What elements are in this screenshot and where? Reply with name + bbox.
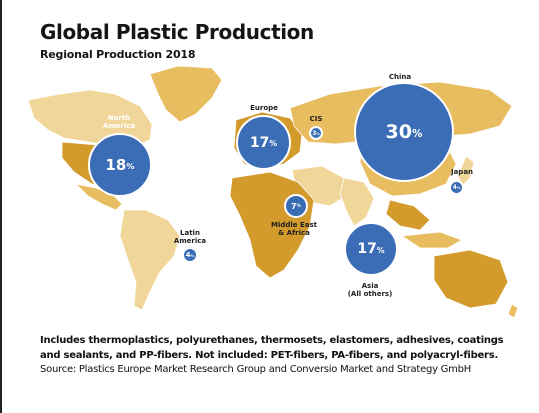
percent-sign: % <box>411 127 423 140</box>
bubble-value: 3 <box>312 129 317 137</box>
new-zealand-shape <box>507 303 519 319</box>
label-north-america: North America <box>102 114 136 130</box>
bubble-value: 17 <box>357 241 377 257</box>
bubble-value: 30 <box>385 121 412 143</box>
bubble-value: 17 <box>249 134 270 151</box>
bubble-value: 18 <box>105 156 127 174</box>
bubble-middle-east-africa: 7% <box>284 194 308 218</box>
footnote-scope: Includes thermoplastics, polyurethanes, … <box>40 335 504 361</box>
bubble-cis: 3% <box>309 126 323 140</box>
label-europe: Europe <box>250 104 278 112</box>
percent-sign: % <box>126 161 135 172</box>
label-china: China <box>388 73 412 81</box>
label-japan: Japan <box>450 168 474 176</box>
bubble-europe: 17% <box>236 115 291 170</box>
south-asia-shape <box>339 177 375 227</box>
indonesia-shape <box>400 231 463 249</box>
percent-sign: % <box>296 204 301 210</box>
page-subtitle: Regional Production 2018 <box>40 48 196 61</box>
footnote: Includes thermoplastics, polyurethanes, … <box>40 334 510 378</box>
left-border <box>0 0 2 413</box>
bubble-asia: 17% <box>344 222 398 276</box>
bubble-japan: 4% <box>449 180 464 195</box>
page-title: Global Plastic Production <box>40 20 314 44</box>
label-cis: CIS <box>309 115 323 123</box>
bubble-latin-america: 4% <box>182 247 198 263</box>
japan-shape <box>457 155 475 187</box>
bubble-value: 4 <box>185 251 191 259</box>
australia-shape <box>433 249 509 309</box>
label-middle-east-africa: Middle East & Africa <box>271 221 317 237</box>
percent-sign: % <box>269 139 278 149</box>
bubble-china: 30% <box>354 82 454 182</box>
percent-sign: % <box>316 131 320 136</box>
percent-sign: % <box>376 245 385 255</box>
bubble-north-america: 18% <box>88 133 152 197</box>
label-asia: Asia (All others) <box>347 282 393 298</box>
percent-sign: % <box>456 186 461 191</box>
footnote-source: Source: Plastics Europe Market Research … <box>40 364 472 375</box>
bubble-value: 7 <box>291 201 297 211</box>
latin-america-shape <box>119 209 181 311</box>
southeast-asia-shape <box>385 199 431 231</box>
bubble-value: 4 <box>452 184 457 191</box>
greenland-shape <box>149 65 223 123</box>
label-latin-america: Latin America <box>173 229 207 245</box>
percent-sign: % <box>190 253 195 259</box>
